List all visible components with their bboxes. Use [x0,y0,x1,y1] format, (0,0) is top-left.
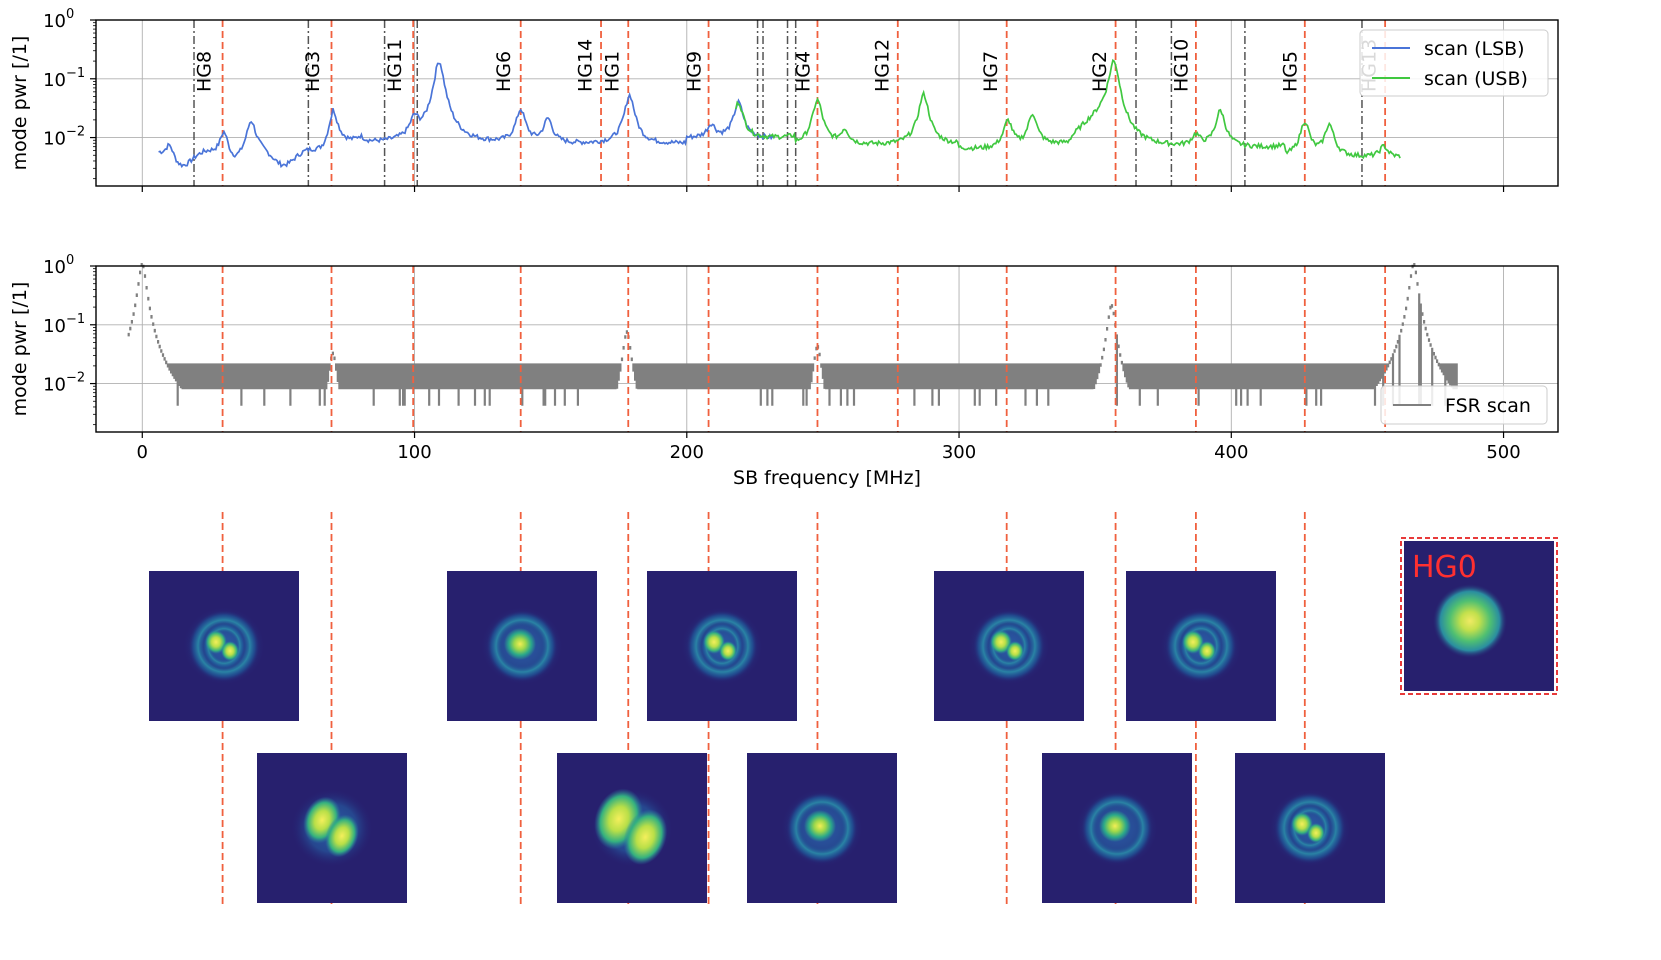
y-tick-label: 10 [43,11,66,32]
bottom-mode-lines [221,266,1387,432]
y-tick-label: 10 [43,375,66,396]
mode-label-hg11: HG11 [384,39,406,92]
bottom-legend: FSR scan [1380,385,1548,425]
image-core [1099,810,1131,842]
top-y-axis-label: mode pwr [/1] [9,36,31,171]
mode-label-hg4: HG4 [792,51,814,92]
y-tick-exponent: −2 [66,125,85,140]
mode-image-hg6 [447,571,597,721]
hg0-frame [1400,537,1558,695]
top-grid [96,19,1558,186]
mode-image-hg2 [1042,753,1192,903]
x-tick-label: 400 [1214,442,1248,463]
mode-label-hg14: HG14 [575,39,597,92]
legend-label-fsr: FSR scan [1445,395,1531,417]
y-tick-exponent: −2 [66,371,85,386]
mode-image-hg9 [647,571,797,721]
y-tick-exponent: −1 [66,312,85,327]
image-lobe [719,641,737,661]
mode-label-hg6: HG6 [493,51,515,92]
top-axes-frame [95,19,1559,187]
mode-label-hg3: HG3 [302,51,324,92]
top-legend-box [1359,29,1549,97]
mode-image-hg7 [934,571,1084,721]
image-lobe [1006,641,1024,661]
x-tick-label: 500 [1486,442,1520,463]
bottom-axes-frame [95,265,1559,433]
image-lobe [1307,823,1325,843]
mode-image-hg5 [1235,753,1385,903]
hg0-spot [1433,584,1507,658]
mode-images [149,512,1385,905]
y-tick-exponent: −1 [66,66,85,81]
mode-label-hg5: HG5 [1280,51,1302,92]
legend-label-usb: scan (USB) [1424,68,1528,90]
mode-label-hg2: HG2 [1089,51,1111,92]
mode-label-hg7: HG7 [980,51,1002,92]
hg0-image: HG0 [1400,537,1558,695]
image-core [504,628,536,660]
y-tick-exponent: 0 [66,7,74,22]
mode-image-hg1 [557,753,707,903]
series-line-usb [734,58,1401,160]
top-panel: HG8 HG3 HG11 HG6 HG14 HG1 HG9 HG4 HG12 HG7 HG2 HG10… [9,7,1559,192]
mode-label-hg12: HG12 [871,39,893,92]
bottom-y-axis-label: mode pwr [/1] [9,282,31,417]
y-tick-label: 10 [43,129,66,150]
x-axis-label: SB frequency [MHz] [733,467,921,489]
y-tick-label: 10 [43,316,66,337]
y-tick-label: 10 [43,70,66,91]
legend-label-lsb: scan (LSB) [1424,38,1525,60]
mode-image-hg4 [747,753,897,903]
x-tick-label: 0 [137,442,148,463]
hg0-label: HG0 [1412,550,1477,585]
mode-label-hg9: HG9 [683,51,705,92]
series-line-fsr [127,263,1458,406]
y-tick-label: 10 [43,257,66,278]
x-tick-label: 200 [670,442,704,463]
top-legend: scan (LSB) scan (USB) [1359,29,1549,97]
image-lobe [1198,641,1216,661]
top-mode-lines [193,20,1387,186]
mode-label-hg10: HG10 [1171,39,1193,92]
mode-image-hg10 [1126,571,1276,721]
bottom-legend-box [1380,385,1548,425]
bottom-grid [96,265,1558,432]
mode-image-hg3 [257,753,407,903]
x-tick-label: 100 [397,442,431,463]
bottom-series [127,263,1458,406]
mode-label-hg8: HG8 [193,51,215,92]
x-tick-label: 300 [942,442,976,463]
mode-image-hg8 [149,571,299,721]
image-core [804,810,836,842]
image-lobe [221,641,239,661]
series-line-lsb [158,62,775,169]
y-tick-exponent: 0 [66,253,74,268]
image-lobe [325,814,359,858]
mode-label-hg1: HG1 [602,51,624,92]
image-lobe [623,809,668,865]
top-series [158,58,1401,169]
